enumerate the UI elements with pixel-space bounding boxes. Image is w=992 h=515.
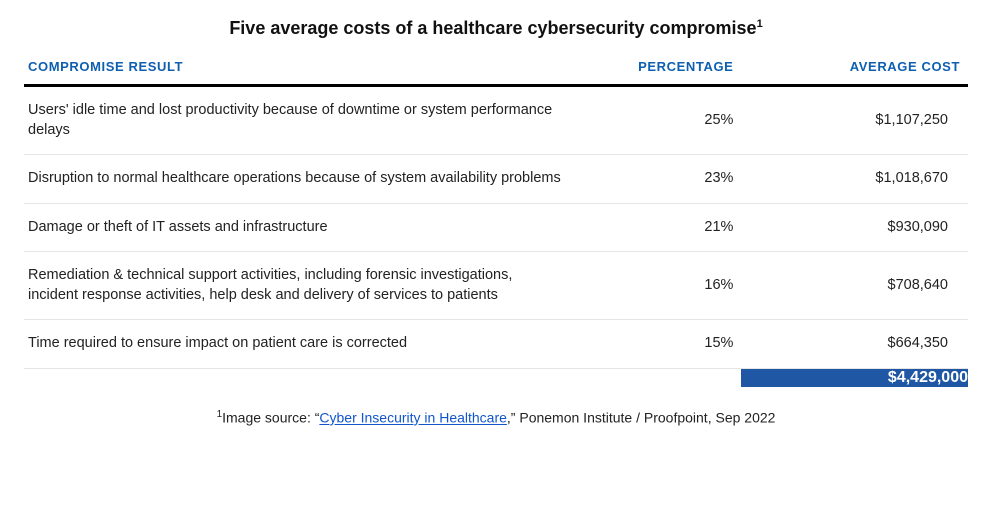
cost-table: COMPROMISE RESULT PERCENTAGE AVERAGE COS… bbox=[24, 53, 968, 387]
cell-cost: $1,018,670 bbox=[741, 155, 968, 204]
cell-cost: $930,090 bbox=[741, 203, 968, 252]
page-container: Five average costs of a healthcare cyber… bbox=[0, 0, 992, 464]
col-header-average-cost: AVERAGE COST bbox=[741, 53, 968, 86]
cell-percentage: 25% bbox=[572, 87, 742, 155]
col-header-percentage: PERCENTAGE bbox=[572, 53, 742, 86]
cell-result: Remediation & technical support activiti… bbox=[24, 252, 572, 320]
cell-result: Disruption to normal healthcare operatio… bbox=[24, 155, 572, 204]
footnote-prefix: Image source: “ bbox=[222, 410, 319, 426]
footnote-source-link[interactable]: Cyber Insecurity in Healthcare bbox=[319, 410, 507, 426]
cell-result: Damage or theft of IT assets and infrast… bbox=[24, 203, 572, 252]
cell-cost: $1,107,250 bbox=[741, 87, 968, 155]
cell-percentage: 21% bbox=[572, 203, 742, 252]
cell-percentage: 15% bbox=[572, 320, 742, 369]
cost-table-head: COMPROMISE RESULT PERCENTAGE AVERAGE COS… bbox=[24, 53, 968, 86]
cell-result: Time required to ensure impact on patien… bbox=[24, 320, 572, 369]
footnote: 1Image source: “Cyber Insecurity in Heal… bbox=[24, 409, 968, 426]
cell-cost: $708,640 bbox=[741, 252, 968, 320]
cost-table-body: Users' idle time and lost productivity b… bbox=[24, 86, 968, 387]
cell-percentage: 16% bbox=[572, 252, 742, 320]
page-title: Five average costs of a healthcare cyber… bbox=[24, 18, 968, 39]
total-row: $4,429,000 bbox=[24, 368, 968, 387]
title-superscript: 1 bbox=[757, 18, 763, 30]
title-text: Five average costs of a healthcare cyber… bbox=[229, 18, 756, 38]
table-row: Damage or theft of IT assets and infrast… bbox=[24, 203, 968, 252]
footnote-suffix: ,” Ponemon Institute / Proofpoint, Sep 2… bbox=[507, 410, 776, 426]
total-cost-cell: $4,429,000 bbox=[741, 368, 968, 387]
cell-cost: $664,350 bbox=[741, 320, 968, 369]
table-row: Time required to ensure impact on patien… bbox=[24, 320, 968, 369]
col-header-compromise-result: COMPROMISE RESULT bbox=[24, 53, 572, 86]
table-row: Users' idle time and lost productivity b… bbox=[24, 87, 968, 155]
cell-result: Users' idle time and lost productivity b… bbox=[24, 87, 572, 155]
table-row: Disruption to normal healthcare operatio… bbox=[24, 155, 968, 204]
table-row: Remediation & technical support activiti… bbox=[24, 252, 968, 320]
cell-percentage: 23% bbox=[572, 155, 742, 204]
